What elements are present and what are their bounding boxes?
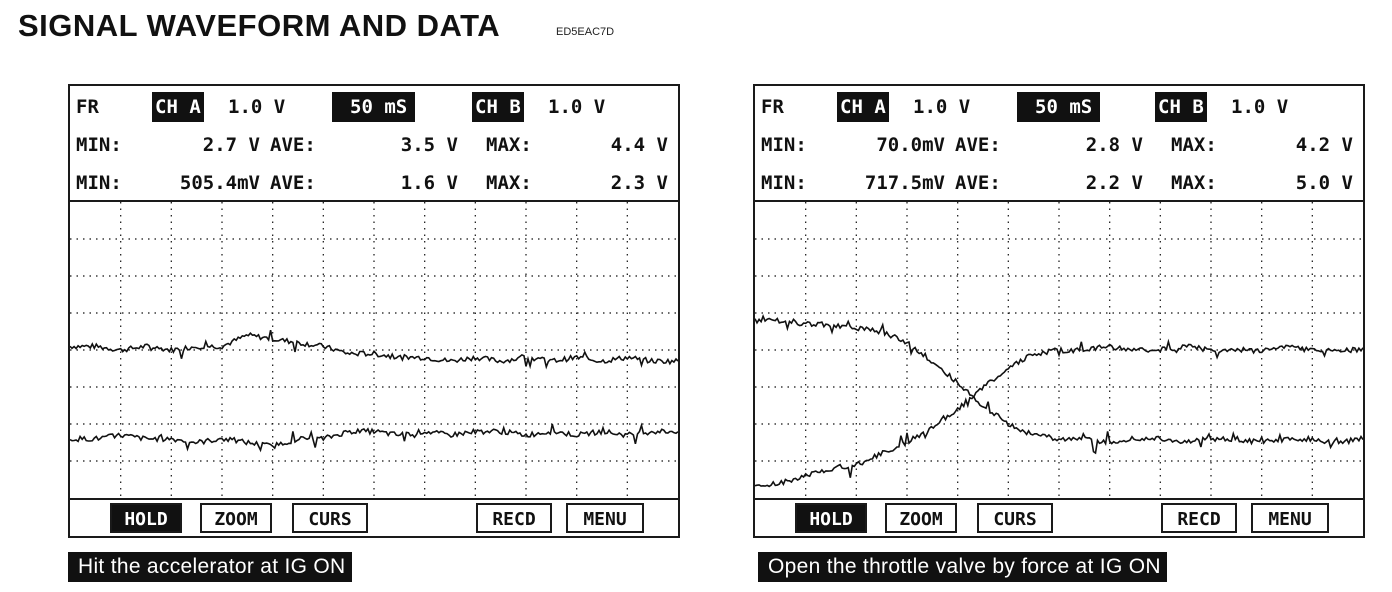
ave-label: AVE: xyxy=(955,172,1001,194)
min-label: MIN: xyxy=(761,134,807,156)
menu-button[interactable]: MENU xyxy=(566,503,644,533)
channel-b-label: CH B xyxy=(1155,92,1207,122)
timebase-label: 50 mS xyxy=(1017,92,1101,122)
header-row: FR CH A 1.0 V 50 mS CH B 1.0 V xyxy=(755,92,1363,122)
max-value: 5.0 V xyxy=(1295,172,1353,194)
channel-a-label: CH A xyxy=(152,92,204,122)
max-value: 4.2 V xyxy=(1295,134,1353,156)
max-label: MAX: xyxy=(1171,172,1217,194)
zoom-button[interactable]: ZOOM xyxy=(885,503,957,533)
min-label: MIN: xyxy=(76,134,122,156)
timebase-label: 50 mS xyxy=(332,92,416,122)
page-title: SIGNAL WAVEFORM AND DATA xyxy=(18,8,501,43)
min-value: 70.0mV xyxy=(876,134,945,156)
waveform-plot xyxy=(70,200,678,500)
max-label: MAX: xyxy=(1171,134,1217,156)
stats-row-channel-b: MIN: 717.5mV AVE: 2.2 V MAX: 5.0 V xyxy=(755,168,1363,198)
header-row: FR CH A 1.0 V 50 mS CH B 1.0 V xyxy=(70,92,678,122)
caption-right: Open the throttle valve by force at IG O… xyxy=(758,552,1167,582)
ave-label: AVE: xyxy=(955,134,1001,156)
max-value: 4.4 V xyxy=(610,134,668,156)
hold-button[interactable]: HOLD xyxy=(795,503,867,533)
max-value: 2.3 V xyxy=(610,172,668,194)
mode-label: FR xyxy=(76,96,99,118)
stats-row-channel-b: MIN: 505.4mV AVE: 1.6 V MAX: 2.3 V xyxy=(70,168,678,198)
ave-value: 2.2 V xyxy=(1085,172,1143,194)
channel-b-scale: 1.0 V xyxy=(548,96,606,118)
ave-value: 1.6 V xyxy=(400,172,458,194)
waveform-display xyxy=(755,202,1363,498)
channel-b-label: CH B xyxy=(472,92,524,122)
ave-label: AVE: xyxy=(270,134,316,156)
scope-screen-right: FR CH A 1.0 V 50 mS CH B 1.0 V MIN: 70.0… xyxy=(753,84,1365,538)
trace-channel-b xyxy=(70,422,678,453)
channel-a-scale: 1.0 V xyxy=(228,96,286,118)
menu-button[interactable]: MENU xyxy=(1251,503,1329,533)
hold-button[interactable]: HOLD xyxy=(110,503,182,533)
document-code: ED5EAC7D xyxy=(556,26,615,38)
stats-row-channel-a: MIN: 70.0mV AVE: 2.8 V MAX: 4.2 V xyxy=(755,130,1363,160)
trace-channel-a xyxy=(755,338,1363,488)
waveform-display xyxy=(70,202,678,498)
ave-value: 2.8 V xyxy=(1085,134,1143,156)
trace-channel-a xyxy=(70,330,678,370)
channel-a-label: CH A xyxy=(837,92,889,122)
zoom-button[interactable]: ZOOM xyxy=(200,503,272,533)
ave-value: 3.5 V xyxy=(400,134,458,156)
stats-row-channel-a: MIN: 2.7 V AVE: 3.5 V MAX: 4.4 V xyxy=(70,130,678,160)
min-value: 717.5mV xyxy=(864,172,945,194)
record-button[interactable]: RECD xyxy=(476,503,552,533)
trace-channel-b xyxy=(755,313,1363,455)
scope-screen-left: FR CH A 1.0 V 50 mS CH B 1.0 V MIN: 2.7 … xyxy=(68,84,680,538)
caption-left: Hit the accelerator at IG ON xyxy=(68,552,352,582)
cursor-button[interactable]: CURS xyxy=(977,503,1053,533)
record-button[interactable]: RECD xyxy=(1161,503,1237,533)
min-value: 2.7 V xyxy=(202,134,260,156)
channel-b-scale: 1.0 V xyxy=(1231,96,1289,118)
min-value: 505.4mV xyxy=(179,172,260,194)
max-label: MAX: xyxy=(486,172,532,194)
min-label: MIN: xyxy=(761,172,807,194)
min-label: MIN: xyxy=(76,172,122,194)
mode-label: FR xyxy=(761,96,784,118)
ave-label: AVE: xyxy=(270,172,316,194)
cursor-button[interactable]: CURS xyxy=(292,503,368,533)
waveform-plot xyxy=(755,200,1363,500)
channel-a-scale: 1.0 V xyxy=(913,96,971,118)
max-label: MAX: xyxy=(486,134,532,156)
